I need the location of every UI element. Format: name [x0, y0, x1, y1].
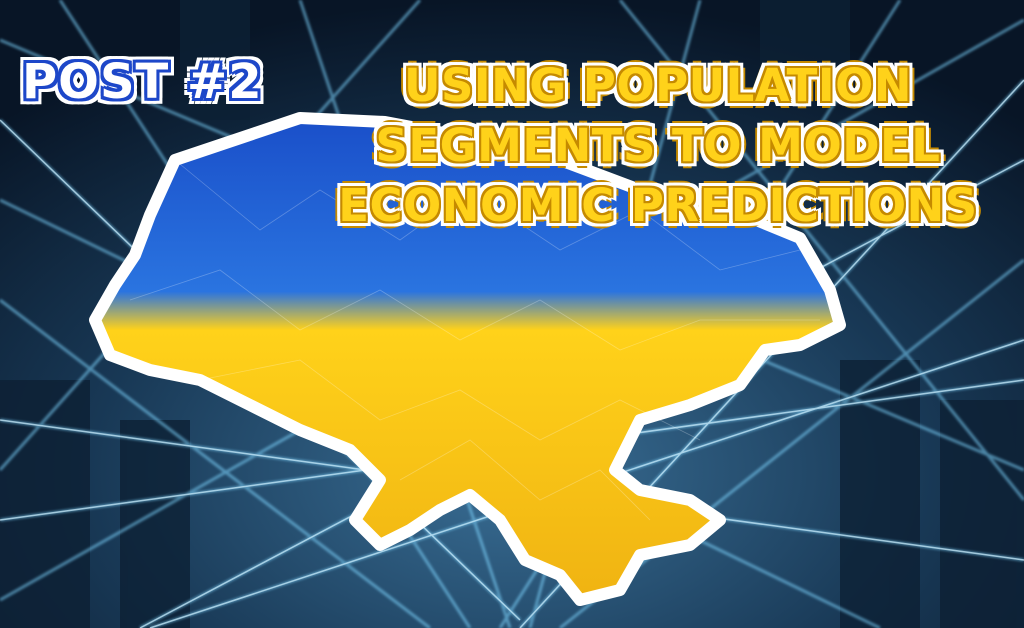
ukraine-map-flag-icon: [89, 112, 846, 606]
title-line-1: USING POPULATION: [403, 59, 913, 112]
title-line-2: SEGMENTS TO MODEL: [375, 119, 941, 172]
post-title: USING POPULATION SEGMENTS TO MODEL ECONO…: [300, 56, 1016, 236]
post-number-badge: POST #2: [22, 58, 263, 106]
title-line-3: ECONOMIC PREDICTIONS: [338, 179, 978, 232]
post-number-text: POST #2: [22, 54, 263, 110]
